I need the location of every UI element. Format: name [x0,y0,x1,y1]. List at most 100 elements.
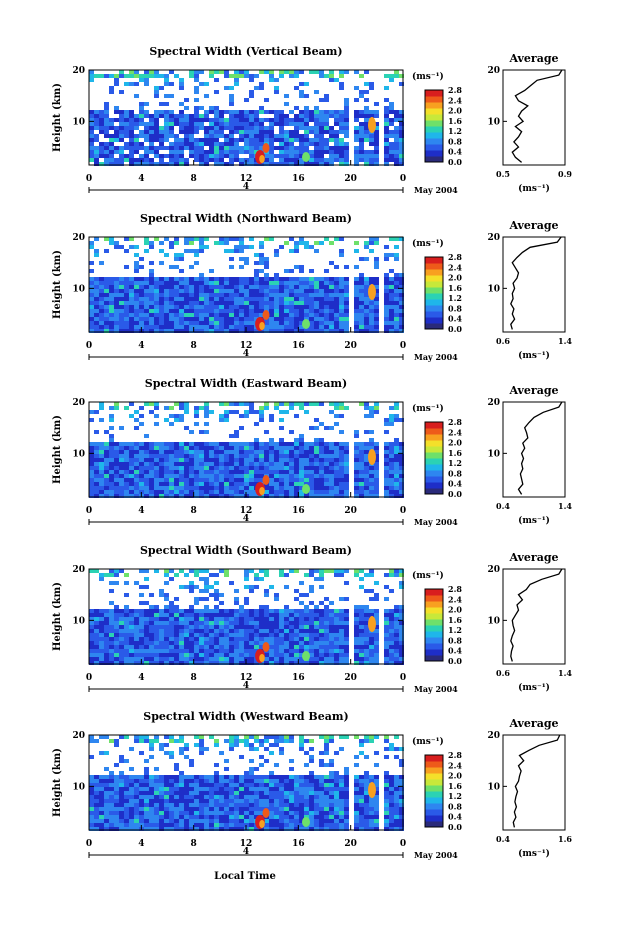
heatmap-cell [129,293,134,297]
heatmap-cell [194,293,199,297]
heatmap-cell [214,446,219,450]
heatmap-cell [234,458,239,462]
heatmap-cell [334,474,339,478]
heatmap-cell [254,253,259,257]
heatmap-cell [104,325,109,329]
heatmap-cell [389,130,394,134]
heatmap-cell [94,122,99,126]
heatmap-cell [364,70,369,74]
heatmap-cell [389,285,394,289]
heatmap-cell [89,795,94,799]
heatmap-cell [94,110,99,114]
heatmap-cell [144,621,149,625]
heatmap-cell [114,609,119,613]
heatmap-cell [194,329,199,333]
heatmap-cell [344,458,349,462]
heatmap-cell [214,313,219,317]
heatmap-cell [129,815,134,819]
heatmap-cell [204,661,209,665]
heatmap-cell [164,787,169,791]
heatmap-cell [284,329,289,333]
heatmap-cell [174,277,179,281]
heatmap-cell [219,450,224,454]
heatmap-cell [294,621,299,625]
heatmap-cell [364,305,369,309]
heatmap-cell [159,309,164,313]
heatmap-cell [129,799,134,803]
heatmap-cell [399,629,404,633]
colorbar-tick-label: 0.8 [448,136,462,146]
heatmap-cell [259,406,264,410]
heatmap-cell [369,637,374,641]
heatmap-cell [204,281,209,285]
heatmap-cell [299,154,304,158]
heatmap-cell [364,114,369,118]
heatmap-cell [94,641,99,645]
heatmap-cell [294,637,299,641]
heatmap-cell [264,126,269,130]
heatmap-cell [294,130,299,134]
heatmap-cell [284,791,289,795]
heatmap-cell [339,613,344,617]
heatmap-cell [279,438,284,442]
heatmap-cell [164,450,169,454]
heatmap-cell [229,285,234,289]
heatmap-cell [369,406,374,410]
heatmap-cell [129,470,134,474]
heatmap-cell [329,293,334,297]
heatmap-cell [129,150,134,154]
heatmap-cell [384,74,389,78]
heatmap-cell [134,146,139,150]
heatmap-cell [374,454,379,458]
heatmap-cell [394,458,399,462]
heatmap-cell [104,281,109,285]
heatmap-cell [149,158,154,162]
heatmap-cell [124,486,129,490]
heatmap-cell [149,827,154,831]
heatmap-cell [94,249,99,253]
heatmap-cell [194,791,199,795]
heatmap-cell [164,297,169,301]
heatmap-cell [364,661,369,665]
heatmap-cell [274,791,279,795]
heatmap-cell [254,458,259,462]
heatmap-cell [314,249,319,253]
heatmap-cell [264,281,269,285]
heatmap-cell [269,301,274,305]
heatmap-cell [139,446,144,450]
heatmap-cell [399,325,404,329]
heatmap-cell [219,609,224,613]
heatmap-cell [279,446,284,450]
heatmap-cell [309,301,314,305]
heatmap-cell [229,277,234,281]
heatmap-cell [204,450,209,454]
heatmap-cell [159,114,164,118]
heatmap-cell [339,281,344,285]
heatmap-cell [134,474,139,478]
heatmap-cell [324,454,329,458]
heatmap-cell [224,653,229,657]
heatmap-cell [189,585,194,589]
heatmap-cell [94,325,99,329]
heatmap-cell [189,154,194,158]
heatmap-cell [324,142,329,146]
heatmap-cell [224,118,229,122]
heatmap-cell [174,795,179,799]
heatmap-cell [139,601,144,605]
heatmap-cell [159,241,164,245]
heatmap-cell [244,98,249,102]
heatmap-cell [234,613,239,617]
heatmap-cell [284,637,289,641]
x-tick-label: 8 [191,341,197,351]
heatmap-cell [309,245,314,249]
heatmap-cell [194,645,199,649]
heatmap-cell [259,155,265,163]
heatmap-cell [304,410,309,414]
heatmap-cell [319,130,324,134]
heatmap-cell [104,134,109,138]
heatmap-cell [94,305,99,309]
heatmap-cell [329,629,334,633]
heatmap-cell [194,569,199,573]
heatmap-cell [329,454,334,458]
colorbar-swatch [425,257,443,264]
